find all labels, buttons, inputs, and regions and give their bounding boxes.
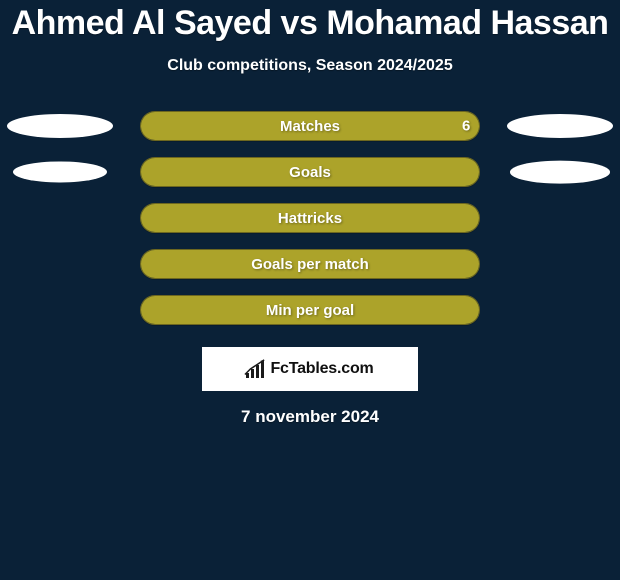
brand-logo-icon	[246, 360, 264, 378]
metric-row: Goals	[0, 149, 620, 195]
metric-row: Min per goal	[0, 287, 620, 333]
metric-track: Goals per match	[140, 249, 480, 279]
metric-track: Hattricks	[140, 203, 480, 233]
page-title: Ahmed Al Sayed vs Mohamad Hassan	[0, 0, 620, 43]
right-fill	[141, 204, 479, 232]
comparison-card: Ahmed Al Sayed vs Mohamad Hassan Club co…	[0, 0, 620, 580]
brand-text: FcTables.com	[270, 360, 373, 378]
right-accent-ellipse	[510, 161, 611, 184]
comparison-rows: Matches6 Goals Hattricks Goals per match Min…	[0, 103, 620, 333]
left-accent-ellipse	[13, 161, 106, 182]
metric-row: Goals per match	[0, 241, 620, 287]
metric-track: Goals	[140, 157, 480, 187]
brand-card: FcTables.com	[202, 347, 418, 391]
right-fill	[141, 158, 479, 186]
metric-row: Matches6	[0, 103, 620, 149]
left-accent-ellipse	[7, 114, 113, 138]
date-line: 7 november 2024	[0, 407, 620, 427]
right-fill	[141, 112, 479, 140]
right-fill	[141, 250, 479, 278]
subtitle: Club competitions, Season 2024/2025	[0, 57, 620, 75]
metric-track: Min per goal	[140, 295, 480, 325]
right-accent-ellipse	[507, 114, 613, 138]
right-fill	[141, 296, 479, 324]
right-value: 6	[462, 118, 470, 135]
metric-track: Matches	[140, 111, 480, 141]
metric-row: Hattricks	[0, 195, 620, 241]
